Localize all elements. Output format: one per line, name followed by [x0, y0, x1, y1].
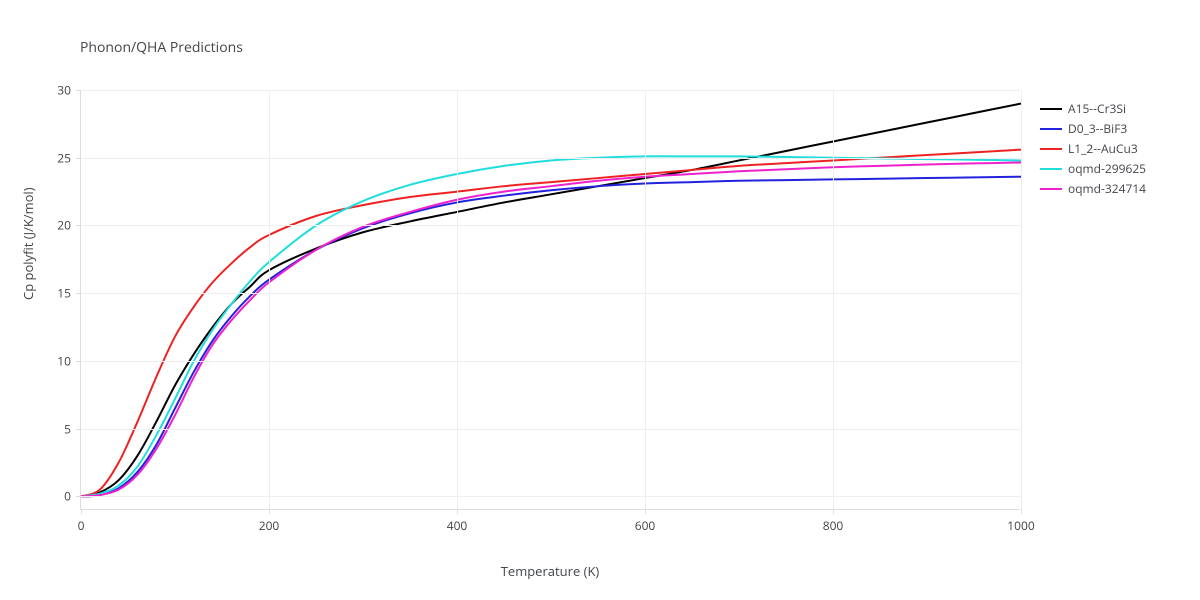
grid-line-vertical — [645, 90, 646, 509]
legend-label: A15--Cr3Si — [1068, 100, 1126, 117]
grid-line-horizontal — [81, 429, 1020, 430]
y-tick-label: 0 — [64, 488, 71, 505]
x-tick-label: 400 — [447, 517, 468, 534]
x-tick-label: 800 — [823, 517, 844, 534]
legend-item[interactable]: oqmd-324714 — [1040, 180, 1146, 197]
x-tick — [81, 509, 82, 514]
grid-line-vertical — [457, 90, 458, 509]
legend-swatch — [1040, 188, 1062, 190]
legend: A15--Cr3Si D0_3--BiF3 L1_2--AuCu3 oqmd-2996… — [1040, 100, 1146, 200]
x-axis-title: Temperature (K) — [80, 562, 1020, 580]
y-tick-label: 10 — [57, 352, 71, 369]
legend-swatch — [1040, 168, 1062, 170]
legend-item[interactable]: L1_2--AuCu3 — [1040, 140, 1146, 157]
x-tick — [833, 509, 834, 514]
y-tick-label: 25 — [57, 149, 71, 166]
chart-title: Phonon/QHA Predictions — [80, 38, 243, 57]
grid-line-vertical — [269, 90, 270, 509]
x-tick — [645, 509, 646, 514]
x-tick — [269, 509, 270, 514]
legend-label: L1_2--AuCu3 — [1068, 140, 1138, 157]
x-tick-label: 0 — [78, 517, 85, 534]
grid-line-horizontal — [81, 496, 1020, 497]
legend-swatch — [1040, 108, 1062, 110]
x-tick-label: 200 — [259, 517, 280, 534]
grid-line-vertical — [833, 90, 834, 509]
y-tick — [76, 225, 81, 226]
grid-line-horizontal — [81, 90, 1020, 91]
y-tick-label: 20 — [57, 217, 71, 234]
y-tick — [76, 361, 81, 362]
legend-item[interactable]: A15--Cr3Si — [1040, 100, 1146, 117]
series-line[interactable] — [81, 104, 1021, 497]
y-tick — [76, 158, 81, 159]
legend-swatch — [1040, 148, 1062, 150]
x-tick-label: 600 — [635, 517, 656, 534]
series-line[interactable] — [81, 150, 1021, 497]
x-tick — [457, 509, 458, 514]
legend-label: oqmd-299625 — [1068, 160, 1146, 177]
y-tick-label: 30 — [57, 82, 71, 99]
grid-line-horizontal — [81, 225, 1020, 226]
y-tick — [76, 293, 81, 294]
y-tick — [76, 429, 81, 430]
y-tick-label: 15 — [57, 285, 71, 302]
x-tick — [1021, 509, 1022, 514]
y-tick-label: 5 — [64, 420, 71, 437]
y-tick — [76, 496, 81, 497]
grid-line-horizontal — [81, 158, 1020, 159]
plot-area[interactable]: 02004006008001000051015202530 — [80, 90, 1020, 510]
grid-line-vertical — [1021, 90, 1022, 509]
legend-label: D0_3--BiF3 — [1068, 120, 1127, 137]
y-tick — [76, 90, 81, 91]
grid-line-horizontal — [81, 293, 1020, 294]
series-line[interactable] — [81, 162, 1021, 496]
y-axis-title: Cp polyfit (J/K/mol) — [19, 187, 37, 300]
legend-item[interactable]: D0_3--BiF3 — [1040, 120, 1146, 137]
legend-item[interactable]: oqmd-299625 — [1040, 160, 1146, 177]
legend-swatch — [1040, 128, 1062, 130]
chart-lines-svg — [81, 90, 1021, 510]
x-tick-label: 1000 — [1007, 517, 1034, 534]
grid-line-horizontal — [81, 361, 1020, 362]
legend-label: oqmd-324714 — [1068, 180, 1146, 197]
